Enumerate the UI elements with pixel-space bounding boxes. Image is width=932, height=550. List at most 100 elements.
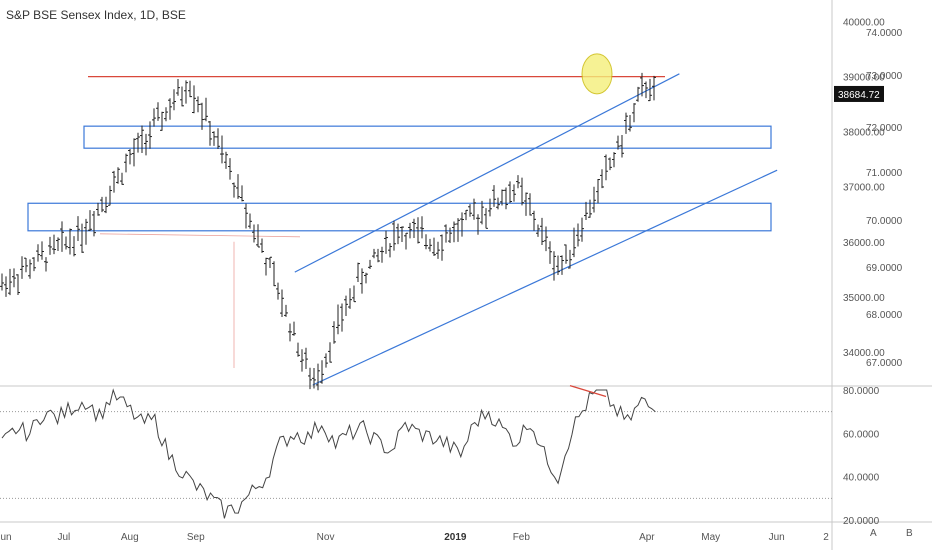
ohlc-bar — [116, 167, 120, 184]
ohlc-bar — [436, 241, 440, 259]
drawing-layer — [27, 53, 778, 386]
ohlc-bar — [64, 236, 68, 250]
ohlc-bar — [460, 212, 464, 237]
ohlc-bar — [72, 236, 76, 257]
ohlc-bar — [260, 238, 264, 253]
ohlc-bar — [388, 243, 392, 258]
ohlc-bar — [76, 216, 80, 241]
ohlc-bar — [280, 289, 284, 318]
time-tick-label: May — [701, 532, 720, 543]
ohlc-bar — [444, 224, 448, 243]
ohlc-bar — [592, 186, 596, 213]
price-tick-label: 34000.00 — [843, 348, 885, 359]
ohlc-bar — [616, 135, 620, 150]
support-zone — [83, 125, 772, 149]
ohlc-bar — [308, 367, 312, 390]
ohlc-bar — [512, 184, 516, 202]
ohlc-bar — [152, 108, 156, 127]
ohlc-bar — [412, 218, 416, 238]
log-scale-button[interactable]: B — [906, 528, 913, 539]
ohlc-bar — [292, 321, 296, 336]
ohlc-bar — [324, 353, 328, 368]
ohlc-bar — [176, 79, 180, 96]
oscillator-line — [1, 388, 656, 519]
time-tick-label: Feb — [513, 532, 531, 543]
time-tick-label: 2019 — [444, 532, 467, 543]
ohlc-bar — [84, 218, 88, 245]
ohlc-bar — [496, 197, 500, 210]
ohlc-bar — [416, 217, 420, 244]
ohlc-bar — [284, 304, 288, 317]
ohlc-bar — [432, 237, 436, 257]
ohlc-bar — [44, 257, 48, 272]
ohlc-bar — [276, 282, 280, 300]
ohlc-bar — [500, 189, 504, 206]
ohlc-bar — [452, 221, 456, 243]
ohlc-bar — [340, 303, 344, 332]
ohlc-bar — [192, 85, 196, 114]
ohlc-bar — [608, 157, 612, 171]
ohlc-bar — [476, 214, 480, 235]
ohlc-bar — [300, 349, 304, 372]
ohlc-bar — [380, 246, 384, 263]
ohlc-bar — [288, 323, 292, 342]
ohlc-bar — [160, 111, 164, 131]
ohlc-bar — [384, 230, 388, 254]
ohlc-bar — [128, 148, 132, 165]
indicator-tick-label: 73.0000 — [866, 71, 903, 82]
ohlc-bar — [372, 248, 376, 259]
ohlc-bar — [524, 192, 528, 216]
ohlc-bar — [376, 248, 380, 263]
indicator-tick-label: 68.0000 — [866, 310, 903, 321]
ohlc-bar — [464, 209, 468, 221]
ohlc-bar — [204, 97, 208, 122]
ohlc-bar — [248, 213, 252, 229]
indicator-tick-label: 70.0000 — [866, 216, 903, 227]
time-tick-label: Jul — [57, 532, 70, 543]
ohlc-bar — [600, 169, 604, 189]
ohlc-bar — [12, 268, 16, 288]
ohlc-bar — [272, 261, 276, 287]
price-tick-label: 40000.00 — [843, 18, 885, 29]
ohlc-bar — [336, 304, 340, 335]
oscillator-tick-label: 20.0000 — [843, 516, 880, 527]
ohlc-bar — [640, 72, 644, 97]
ohlc-bar — [596, 179, 600, 204]
ohlc-bar — [424, 234, 428, 250]
ohlc-bar — [52, 234, 56, 255]
ohlc-bar — [224, 151, 228, 169]
ohlc-bar — [304, 347, 308, 369]
ohlc-bar — [296, 342, 300, 357]
ohlc-bar — [140, 125, 144, 153]
ohlc-bar — [572, 227, 576, 258]
ohlc-bar — [344, 295, 348, 317]
ohlc-bar — [236, 174, 240, 199]
ohlc-bar — [488, 198, 492, 217]
ohlc-bar — [240, 185, 244, 202]
ohlc-bar — [404, 232, 408, 250]
oscillator-tick-label: 80.0000 — [843, 386, 880, 397]
ohlc-bar — [368, 259, 372, 269]
ohlc-bar — [528, 193, 532, 216]
ohlc-bar — [568, 249, 572, 269]
ohlc-bar — [320, 360, 324, 384]
axis-labels: 40000.00 39000.00 38000.00 37000.00 36000.00… — [0, 18, 902, 543]
ohlc-bar — [492, 185, 496, 207]
ohlc-bar — [356, 262, 360, 282]
ohlc-bar — [184, 80, 188, 104]
ohlc-bar — [96, 202, 100, 216]
ohlc-bar — [0, 273, 4, 291]
ohlc-bar — [180, 86, 184, 107]
indicator-tick-label: 69.0000 — [866, 263, 903, 274]
auto-scale-button[interactable]: A — [870, 528, 877, 539]
indicator-tick-label: 74.0000 — [866, 28, 903, 39]
ohlc-bar — [200, 102, 204, 130]
ohlc-bar — [548, 241, 552, 264]
ohlc-bar — [544, 226, 548, 252]
indicator-tick-label: 67.0000 — [866, 358, 903, 369]
ohlc-bar — [408, 222, 412, 239]
price-tick-label: 35000.00 — [843, 293, 885, 304]
ohlc-bar — [68, 228, 72, 255]
last-price-label: 38684.72 — [838, 90, 880, 101]
